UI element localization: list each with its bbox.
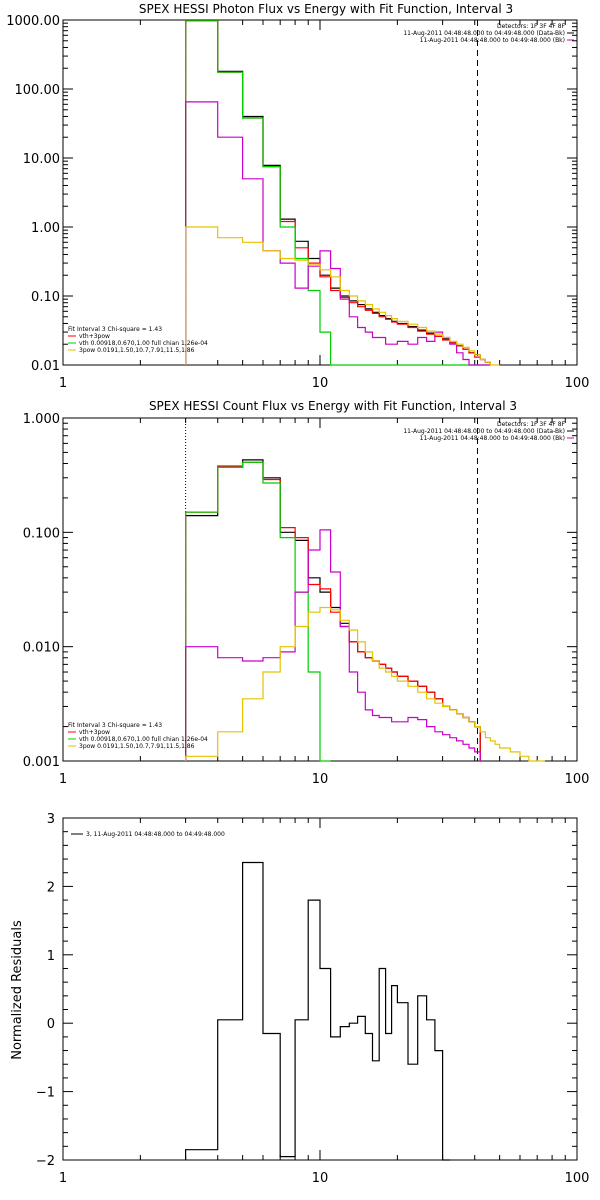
y-tick-label: 0 xyxy=(47,1017,55,1032)
y-tick-label: 0.10 xyxy=(31,290,60,305)
count-flux-series xyxy=(185,418,545,762)
y-tick-label: 0.001 xyxy=(23,755,60,770)
x-tick-label: 10 xyxy=(312,376,329,391)
x-tick-label: 100 xyxy=(565,376,590,391)
panel-residuals: 1 10 100 −2 −1 0 1 2 3 3, 11-Aug-2011 04:48:48.0… xyxy=(10,812,589,1186)
legend-left-entry: Fit Interval 3 Chi-square = 1.43 xyxy=(68,722,162,729)
residuals-plot-frame xyxy=(62,817,578,1161)
y-tick-label: 100.00 xyxy=(15,83,61,98)
y-tick-label: 0.100 xyxy=(23,526,60,541)
legend-entry: 3, 11-Aug-2011 04:48:48.000 to 04:49:48.… xyxy=(86,831,225,838)
y-tick-label: 1.00 xyxy=(31,221,60,236)
residuals-y-axis-label: Normalized Residuals xyxy=(10,920,25,1060)
legend-left-entry: vth 0.00918,0.670,1.00 full chian 1.26e-… xyxy=(79,736,208,743)
legend-right-entry: 11-Aug-2011 04:48:48.000 to 04:49:48.000… xyxy=(420,435,565,442)
x-tick-label: 1 xyxy=(59,376,67,391)
photon-flux-title: SPEX HESSI Photon Flux vs Energy with Fi… xyxy=(139,2,513,16)
legend-right-entry: Detectors: 1F 3F 4F 8F xyxy=(497,421,566,428)
legend-right-entry: Detectors: 1F 3F 4F 8F xyxy=(497,23,566,30)
y-tick-label: 10.00 xyxy=(23,152,60,167)
x-tick-label: 1 xyxy=(59,1171,67,1186)
series-step-line-3 xyxy=(185,529,481,761)
y-tick-label: 2 xyxy=(47,880,55,895)
series-step-line-4 xyxy=(185,606,545,762)
count-flux-title: SPEX HESSI Count Flux vs Energy with Fit… xyxy=(149,399,517,413)
y-tick-label: 1 xyxy=(47,949,55,964)
x-tick-label: 10 xyxy=(312,772,329,787)
legend-left-entry: vth+3pow xyxy=(79,729,110,736)
residuals-ticks: 1 10 100 −2 −1 0 1 2 3 xyxy=(36,812,590,1186)
x-tick-label: 100 xyxy=(565,772,590,787)
series-step-line-0 xyxy=(185,459,481,761)
residuals-legend: 3, 11-Aug-2011 04:48:48.000 to 04:49:48.… xyxy=(71,831,225,838)
series-step-line-0 xyxy=(185,861,450,1161)
y-tick-label: 1.000 xyxy=(23,412,60,427)
y-tick-label: 0.01 xyxy=(31,359,60,374)
legend-right-entry: 11-Aug-2011 04:48:48.000 to 04:49:48.000… xyxy=(420,37,565,44)
series-step-line-2 xyxy=(185,20,491,366)
series-step-line-1 xyxy=(185,20,491,365)
legend-right-entry: 11-Aug-2011 04:48:48.000 to 04:49:48.000… xyxy=(403,30,565,37)
series-step-line-3 xyxy=(185,101,491,366)
series-step-line-1 xyxy=(185,461,481,761)
x-tick-label: 10 xyxy=(312,1171,329,1186)
y-tick-label: 1000.00 xyxy=(6,14,60,29)
y-tick-label: −2 xyxy=(36,1154,55,1169)
y-tick-label: 0.010 xyxy=(23,641,60,656)
legend-left-entry: vth+3pow xyxy=(79,333,110,340)
x-tick-label: 100 xyxy=(565,1171,590,1186)
legend-left-entry: 3pow 0.0191,1.50,10.7,7.91,11.5,1.86 xyxy=(79,743,195,750)
y-tick-label: −1 xyxy=(36,1086,55,1101)
legend-left-entry: vth 0.00918,0.670,1.00 full chian 1.26e-… xyxy=(79,340,208,347)
series-step-line-2 xyxy=(185,461,331,762)
series-step-line-4 xyxy=(185,226,500,366)
legend-left-entry: Fit Interval 3 Chi-square = 1.43 xyxy=(68,326,162,333)
panel-count-flux: SPEX HESSI Count Flux vs Energy with Fit… xyxy=(23,399,590,787)
residuals-series xyxy=(185,861,450,1161)
panel-photon-flux: SPEX HESSI Photon Flux vs Energy with Fi… xyxy=(6,2,589,391)
photon-flux-series xyxy=(185,20,500,366)
legend-left-entry: 3pow 0.0191,1.50,10.7,7.91,11.5,1.86 xyxy=(79,347,195,354)
photon-flux-ticks: 1 10 100 0.01 0.10 1.00 10.00 100.00 1000.00 xyxy=(6,14,589,391)
y-tick-label: 3 xyxy=(47,812,55,827)
x-tick-label: 1 xyxy=(59,772,67,787)
legend-right-entry: 11-Aug-2011 04:48:48.000 to 04:49:48.000… xyxy=(403,428,565,435)
